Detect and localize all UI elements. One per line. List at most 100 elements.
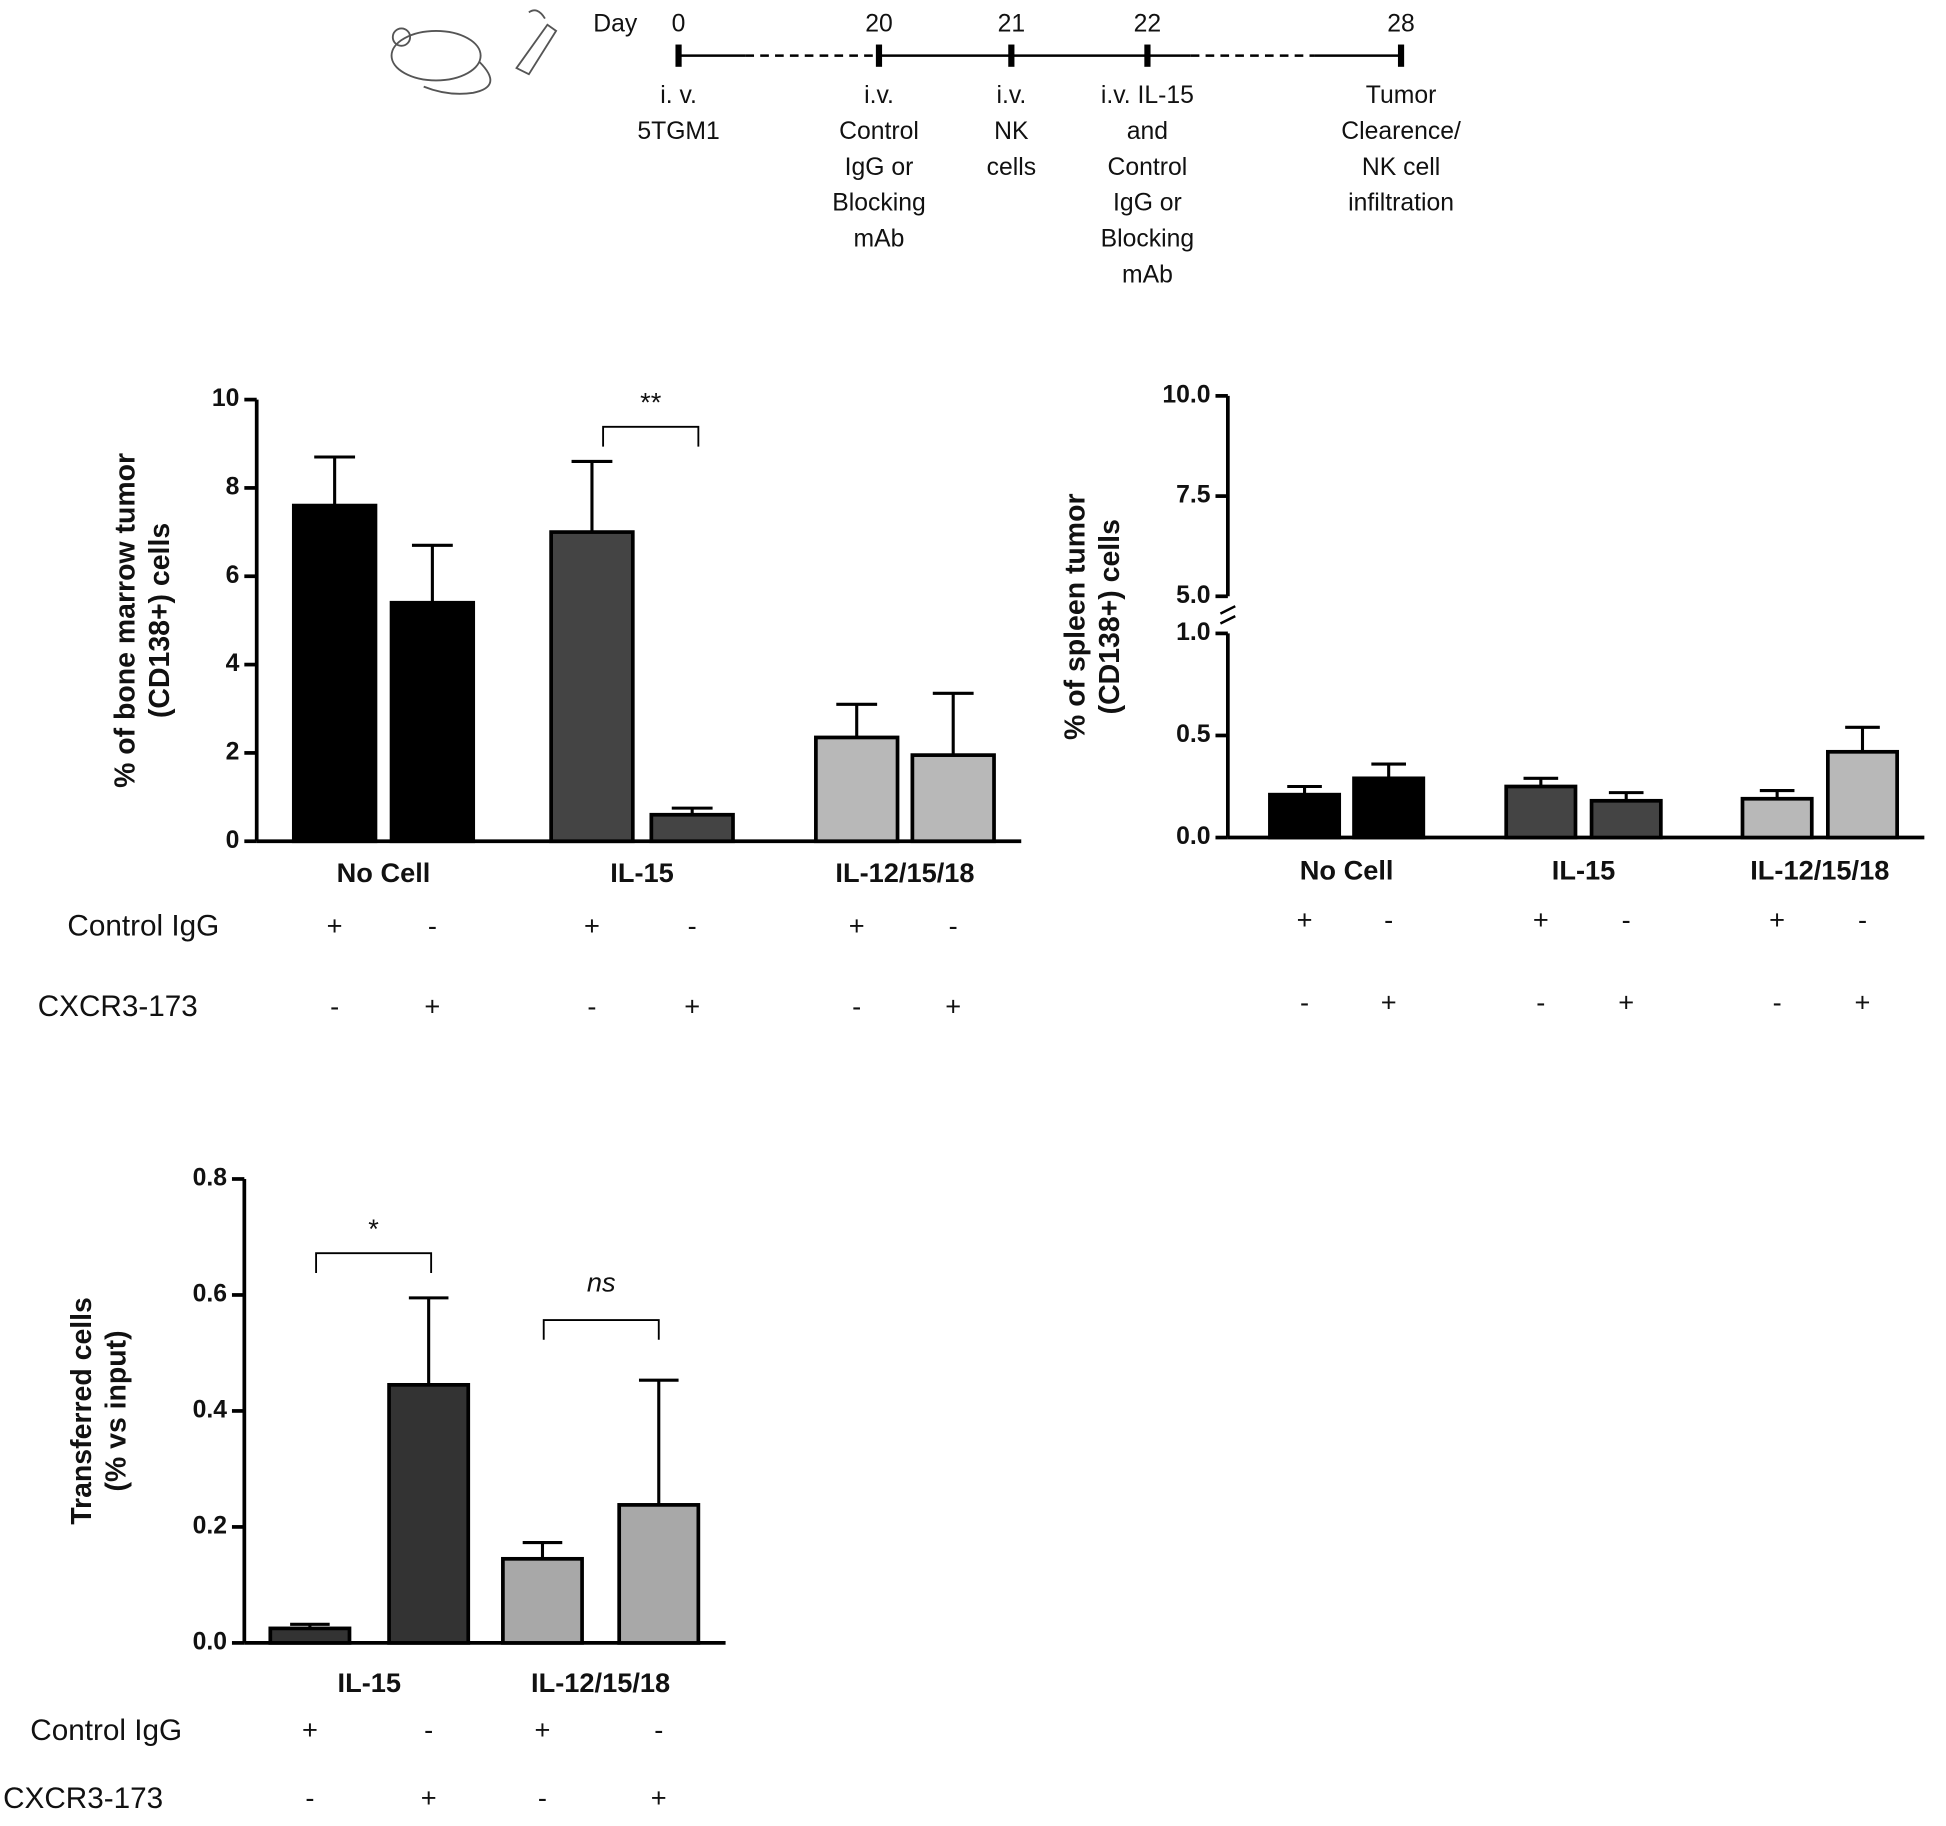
group-label: IL-15 [338, 1667, 402, 1698]
event-text: NK [994, 118, 1029, 145]
significance-label: ** [640, 387, 662, 418]
y-tick-label: 0 [226, 827, 240, 854]
event-text: and [1127, 118, 1168, 145]
y-axis-title: % of bone marrow tumor [109, 453, 141, 788]
y-axis-title: (CD138+) cells [1094, 519, 1126, 714]
group-label: IL-15 [1552, 854, 1616, 885]
group-label: IL-12/15/18 [835, 857, 974, 888]
sign: - [688, 910, 697, 941]
bar [617, 1503, 701, 1645]
event-text: NK cell [1362, 154, 1440, 181]
bar [387, 1382, 471, 1645]
y-axis-title: Transferred cells [66, 1297, 98, 1525]
event-text: infiltration [1348, 190, 1454, 217]
y-tick-label: 8 [226, 473, 240, 500]
y-tick-label: 0.4 [193, 1396, 228, 1423]
y-tick-label: 7.5 [1176, 482, 1211, 509]
y-tick-label: 4 [226, 650, 240, 677]
sign: - [1858, 904, 1867, 935]
y-axis-title: % of spleen tumor [1059, 493, 1091, 739]
sign: - [949, 910, 958, 941]
significance-label: * [368, 1213, 379, 1244]
y-tick-label: 0.8 [193, 1165, 227, 1192]
group-label: No Cell [337, 857, 431, 888]
y-tick-label: 10.0 [1162, 381, 1210, 408]
bar [291, 503, 378, 844]
sign: - [1300, 987, 1309, 1018]
event-text: IgG or [1113, 190, 1182, 217]
bar [389, 600, 476, 844]
bar [549, 530, 635, 844]
y-tick-label: 0.0 [1176, 823, 1210, 850]
row-label: Control IgG [30, 1714, 182, 1747]
bar [268, 1626, 352, 1645]
sign: + [651, 1782, 667, 1813]
significance-bracket [602, 425, 700, 447]
sign: + [421, 1782, 437, 1813]
sign: - [1384, 904, 1393, 935]
y-tick-label: 0.5 [1176, 721, 1211, 748]
sign: + [1855, 987, 1871, 1018]
axis-break [1219, 605, 1236, 615]
sign: - [654, 1714, 663, 1745]
y-tick-label: 5.0 [1176, 582, 1210, 609]
sign: + [945, 990, 961, 1021]
y-tick-label: 1.0 [1176, 619, 1210, 646]
group-label: IL-15 [610, 857, 674, 888]
sign: - [305, 1782, 314, 1813]
day-label: Day [593, 10, 638, 37]
sign: + [684, 990, 700, 1021]
row-label: CXCR3-173 [3, 1782, 163, 1815]
y-tick-label: 6 [226, 562, 240, 589]
sign: + [1769, 904, 1785, 935]
event-text: 5TGM1 [637, 118, 719, 145]
sign: - [1622, 904, 1631, 935]
sign: + [849, 910, 865, 941]
significance-bracket [315, 1252, 433, 1274]
sign: + [1533, 904, 1549, 935]
sign: - [330, 990, 339, 1021]
group-label: IL-12/15/18 [1750, 854, 1889, 885]
day-number: 21 [998, 10, 1026, 37]
mouse-icon [390, 9, 558, 95]
sign: - [538, 1782, 547, 1813]
row-label: Control IgG [67, 910, 219, 943]
y-tick-label: 0.6 [193, 1280, 227, 1307]
bar [649, 812, 735, 844]
significance-bracket [542, 1319, 660, 1340]
bar [1504, 784, 1578, 840]
sign: - [424, 1714, 433, 1745]
event-text: cells [987, 154, 1036, 181]
group-label: No Cell [1300, 854, 1394, 885]
sign: + [1618, 987, 1634, 1018]
y-tick-label: 0.2 [193, 1512, 227, 1539]
sign: + [327, 910, 343, 941]
sign: + [424, 990, 440, 1021]
event-text: Control [1108, 154, 1188, 181]
sign: + [584, 910, 600, 941]
event-text: i.v. IL-15 [1101, 82, 1194, 109]
day-number: 28 [1387, 10, 1415, 37]
y-axis-title: (% vs input) [101, 1330, 133, 1491]
sign: - [852, 990, 861, 1021]
bar [1352, 776, 1426, 840]
row-label: CXCR3-173 [38, 990, 198, 1023]
day-number: 22 [1134, 10, 1162, 37]
sign: - [428, 910, 437, 941]
bar [501, 1556, 584, 1645]
event-text: Blocking [832, 190, 926, 217]
event-text: i.v. [864, 82, 894, 109]
sign: + [535, 1714, 551, 1745]
bar [1589, 798, 1663, 840]
y-tick-label: 2 [226, 738, 240, 765]
y-tick-label: 10 [212, 385, 240, 412]
event-text: i.v. [996, 82, 1026, 109]
group-label: IL-12/15/18 [531, 1667, 670, 1698]
significance-label: ns [587, 1266, 616, 1297]
sign: + [1381, 987, 1397, 1018]
y-tick-label: 0.0 [193, 1628, 227, 1655]
bar [1268, 792, 1342, 840]
day-number: 0 [672, 10, 686, 37]
event-text: Blocking [1101, 226, 1194, 253]
